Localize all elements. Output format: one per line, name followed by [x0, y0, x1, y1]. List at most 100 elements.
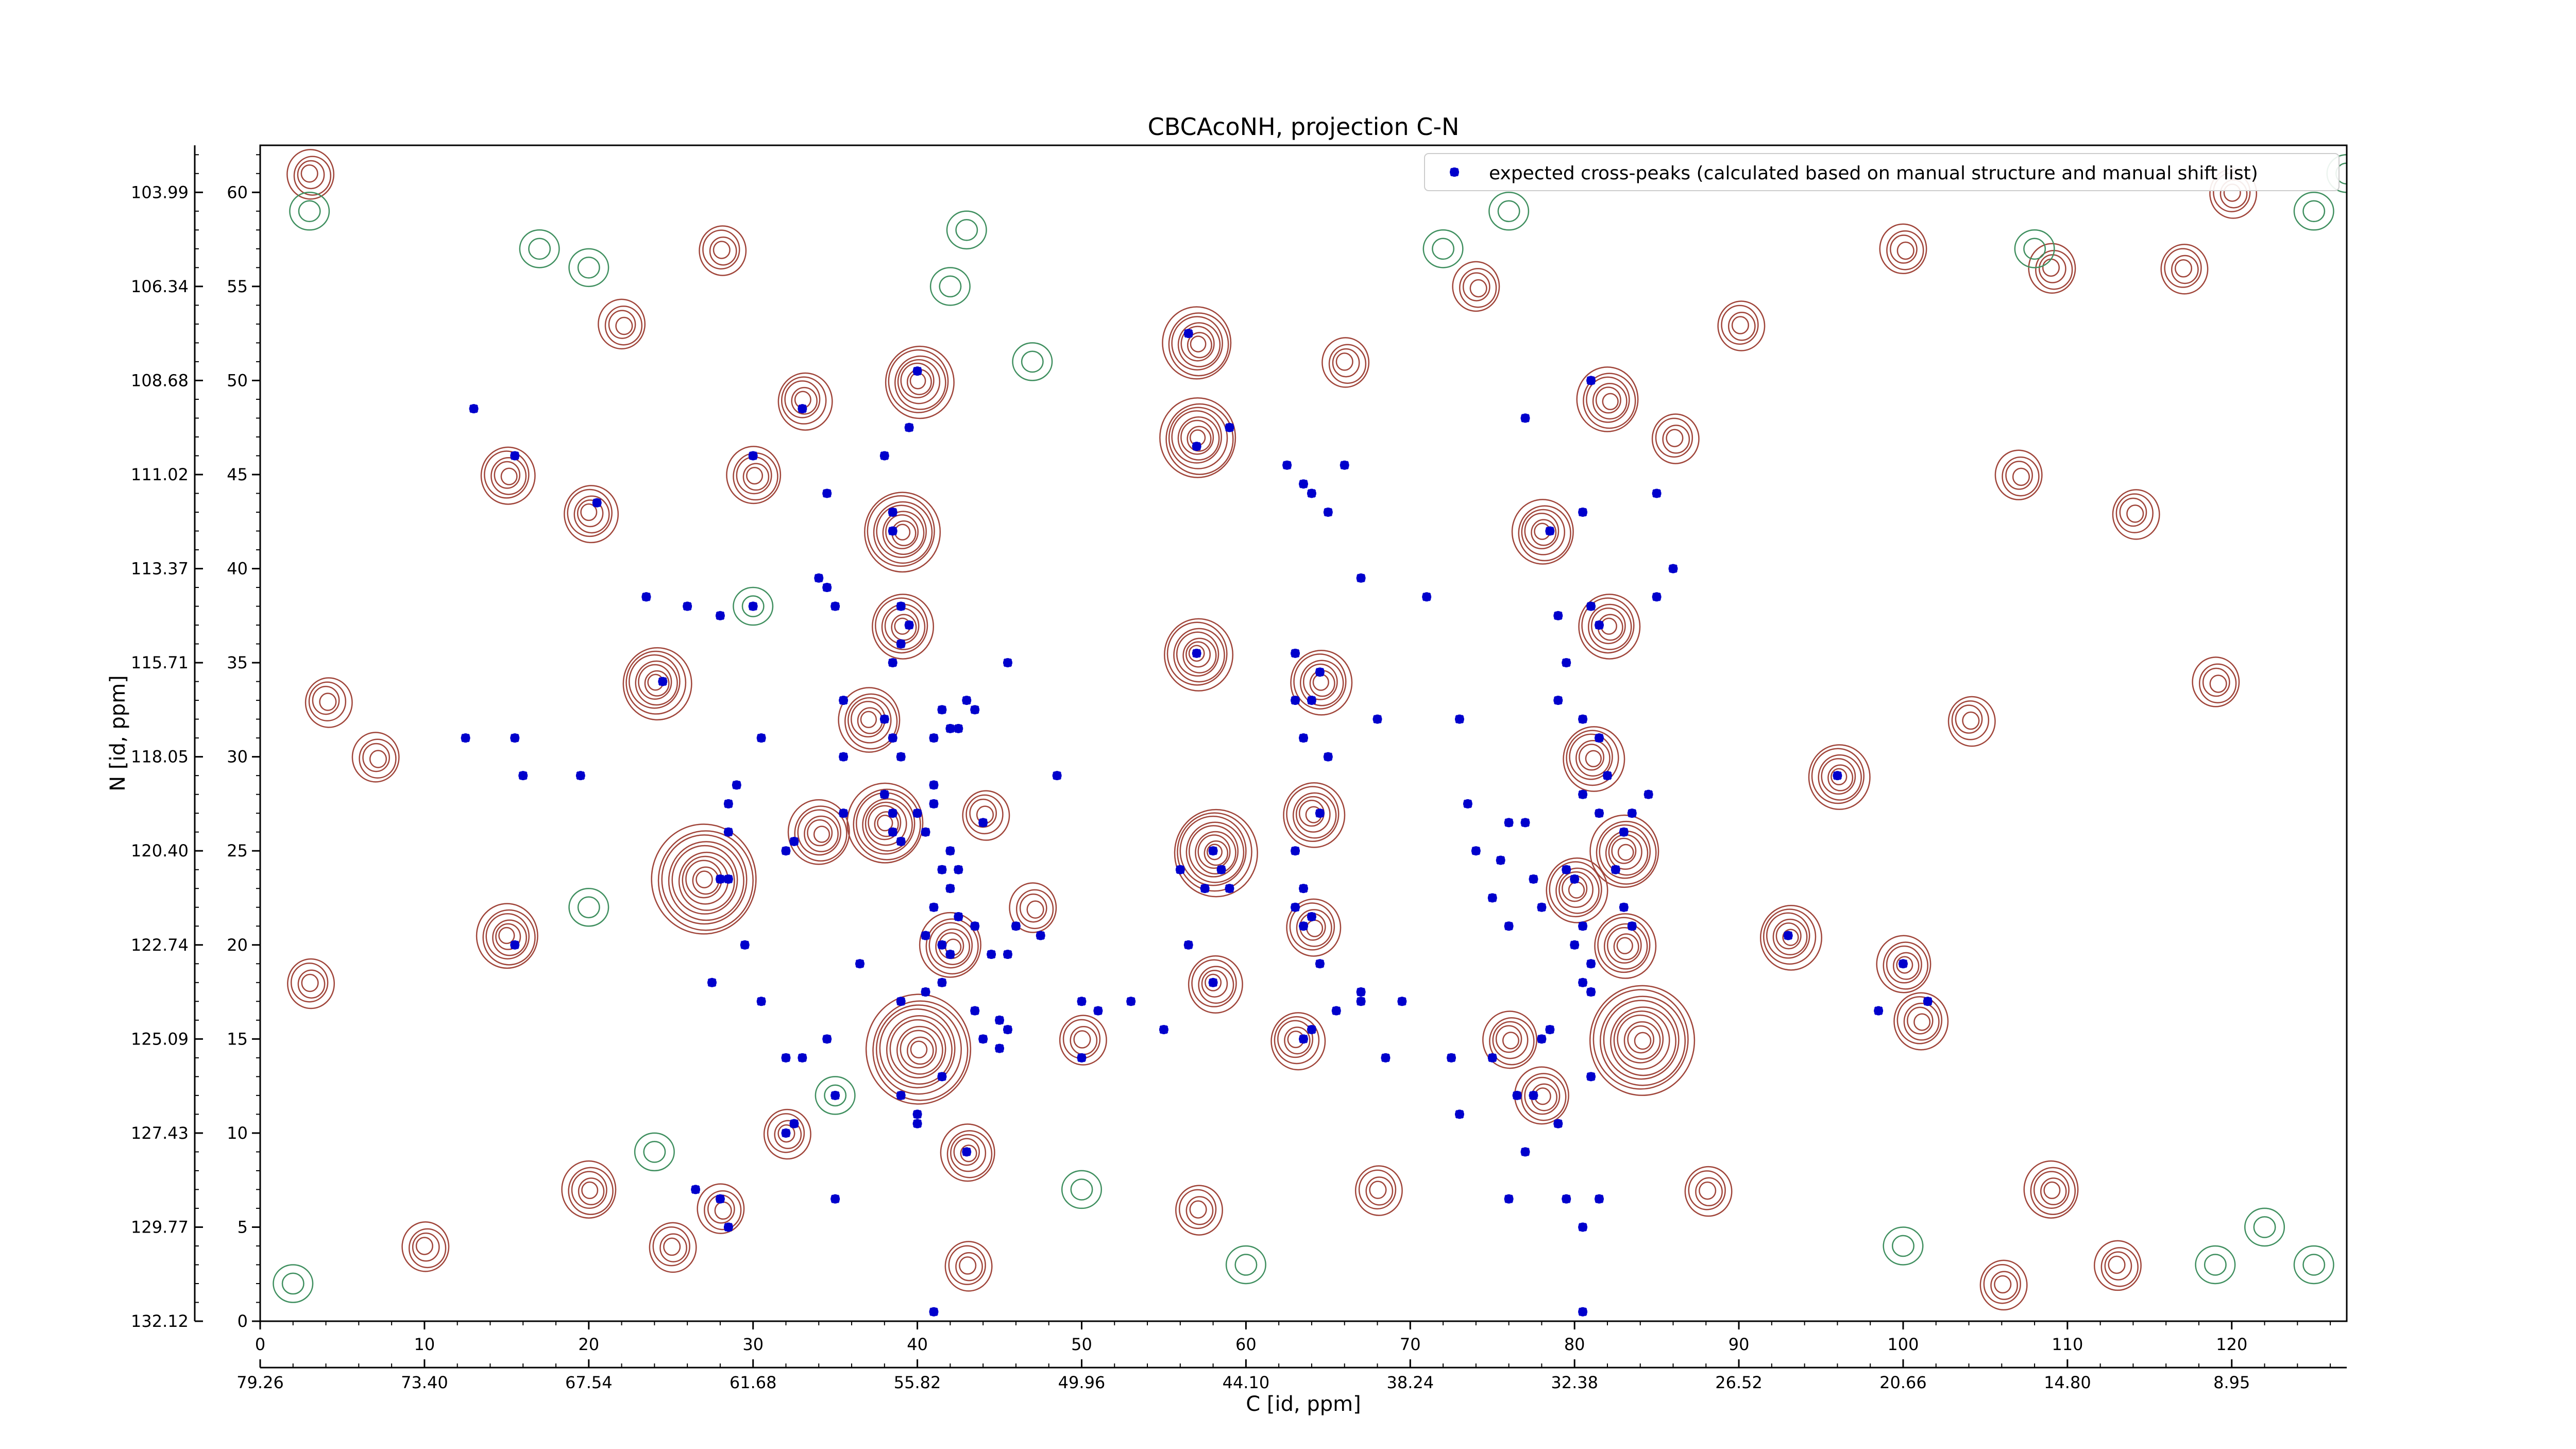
x-ppm-tick-label: 20.66 — [1879, 1373, 1927, 1392]
x-ppm-tick-label: 61.68 — [730, 1373, 777, 1392]
peak-marker — [1569, 873, 1581, 885]
peak-marker — [1290, 647, 1301, 659]
y-ppm-tick-label: 108.68 — [131, 370, 189, 390]
peak-marker — [1585, 958, 1597, 970]
contour-ring-positive — [2043, 1181, 2061, 1199]
contour-ring-positive — [351, 732, 400, 783]
peak-marker — [1585, 600, 1597, 612]
contour-ring-positive — [2040, 1177, 2067, 1206]
contour-ring-positive — [1913, 1013, 1931, 1031]
peak-marker — [1125, 996, 1137, 1007]
contour-ring-positive — [846, 782, 924, 864]
peak-marker — [953, 722, 964, 734]
contour-ring-positive — [844, 693, 898, 750]
contour-ring-positive — [885, 514, 919, 549]
peak-marker — [1306, 695, 1317, 706]
x-ppm-tick-label: 79.26 — [236, 1373, 284, 1392]
peak-marker — [1051, 770, 1063, 782]
contour-ring-positive — [1293, 653, 1347, 710]
peak-marker — [829, 600, 841, 612]
contour-ring-positive — [1893, 992, 1949, 1051]
contour-ring-positive — [2108, 1255, 2126, 1274]
y-tick-label: 30 — [227, 747, 248, 767]
contour-ring-positive — [882, 511, 925, 555]
peak-marker — [796, 1052, 808, 1064]
contour-ring-positive — [1651, 413, 1700, 464]
contour-ring-positive — [1520, 1073, 1567, 1121]
contour-ring-positive — [1531, 519, 1557, 546]
contour-ring-positive — [1187, 332, 1212, 359]
contour-ring-positive — [304, 677, 353, 728]
peak-marker — [722, 826, 734, 838]
peak-marker — [1314, 807, 1326, 819]
contour-ring-positive — [1177, 322, 1221, 367]
contour-ring-positive — [885, 345, 955, 419]
peak-marker — [509, 732, 521, 744]
contour-ring-positive — [1608, 834, 1642, 870]
y-tick-label: 40 — [227, 559, 248, 579]
peak-marker — [977, 1033, 989, 1045]
contour-ring-positive — [1312, 673, 1329, 691]
contour-ring-positive — [1590, 607, 1626, 645]
contour-ring-positive — [2192, 656, 2240, 707]
peak-marker — [1561, 1193, 1572, 1205]
contour-ring-positive — [897, 359, 941, 405]
contour-ring-positive — [777, 1124, 795, 1143]
x-axis: 0 10 20 30 40 50 60 70 80 90 100 110 120 — [255, 1321, 2331, 1354]
peak-marker — [755, 732, 767, 744]
peak-marker — [1281, 459, 1293, 471]
peak-marker — [591, 497, 603, 509]
contour-ring-positive — [1611, 837, 1637, 864]
contour-ring-positive — [2171, 255, 2199, 284]
peak-marker — [682, 600, 693, 612]
contour-ring-positive — [1569, 733, 1613, 780]
contour-ring-positive — [500, 467, 518, 485]
y-tick-label: 45 — [227, 465, 248, 484]
contour-ring-positive — [875, 597, 928, 654]
contour-ring-positive — [286, 148, 335, 200]
peak-marker — [936, 976, 948, 988]
contour-ring-positive — [1518, 505, 1571, 562]
contour-ring-positive — [1296, 909, 1332, 947]
contour-ring-positive — [696, 870, 713, 888]
contour-ring-positive — [1566, 730, 1619, 786]
peak-marker — [1207, 976, 1219, 988]
contour-ring-negative — [2023, 238, 2046, 260]
peak-marker — [1577, 788, 1589, 800]
peak-marker — [1544, 525, 1556, 537]
peak-marker — [796, 403, 808, 415]
peak-marker — [969, 1005, 981, 1017]
contour-ring-positive — [492, 919, 527, 956]
contour-ring-positive — [608, 310, 636, 339]
contour-ring-positive — [1907, 1006, 1934, 1035]
contour-ring-positive — [1772, 918, 1808, 955]
y-ppm-tick-label: 106.34 — [131, 277, 189, 296]
x-ppm-tick-label: 14.80 — [2044, 1373, 2091, 1392]
contour-ring-positive — [1892, 952, 1920, 980]
contour-ring-positive — [877, 815, 893, 832]
contour-ring-positive — [889, 1019, 946, 1079]
contour-ring-positive — [1594, 913, 1657, 979]
peak-marker — [895, 835, 907, 847]
contour-ring-negative — [643, 1141, 666, 1163]
contour-ring-positive — [860, 711, 877, 729]
contour-ring-positive — [1979, 1259, 2028, 1311]
peak-marker — [747, 450, 759, 462]
contour-ring-positive — [1595, 386, 1621, 414]
y-ppm-tick-label: 125.09 — [131, 1029, 189, 1049]
peak-marker — [1667, 563, 1679, 575]
peak-marker — [1544, 1024, 1556, 1036]
peak-marker — [1503, 920, 1515, 932]
y-ppm-tick-label: 120.40 — [131, 841, 189, 861]
y-tick-label: 55 — [227, 277, 248, 296]
contour-ring-positive — [1610, 1006, 1676, 1076]
peak-marker — [1577, 506, 1589, 518]
peak-marker — [1609, 864, 1621, 875]
contour-ring-positive — [1190, 335, 1207, 352]
legend: expected cross-peaks (calculated based o… — [1424, 153, 2340, 191]
contour-ring-positive — [1482, 1010, 1538, 1069]
peak-marker — [953, 911, 964, 922]
peak-marker — [640, 591, 652, 603]
contour-ring-positive — [415, 1237, 433, 1255]
plot-area-frame — [259, 144, 2348, 1322]
